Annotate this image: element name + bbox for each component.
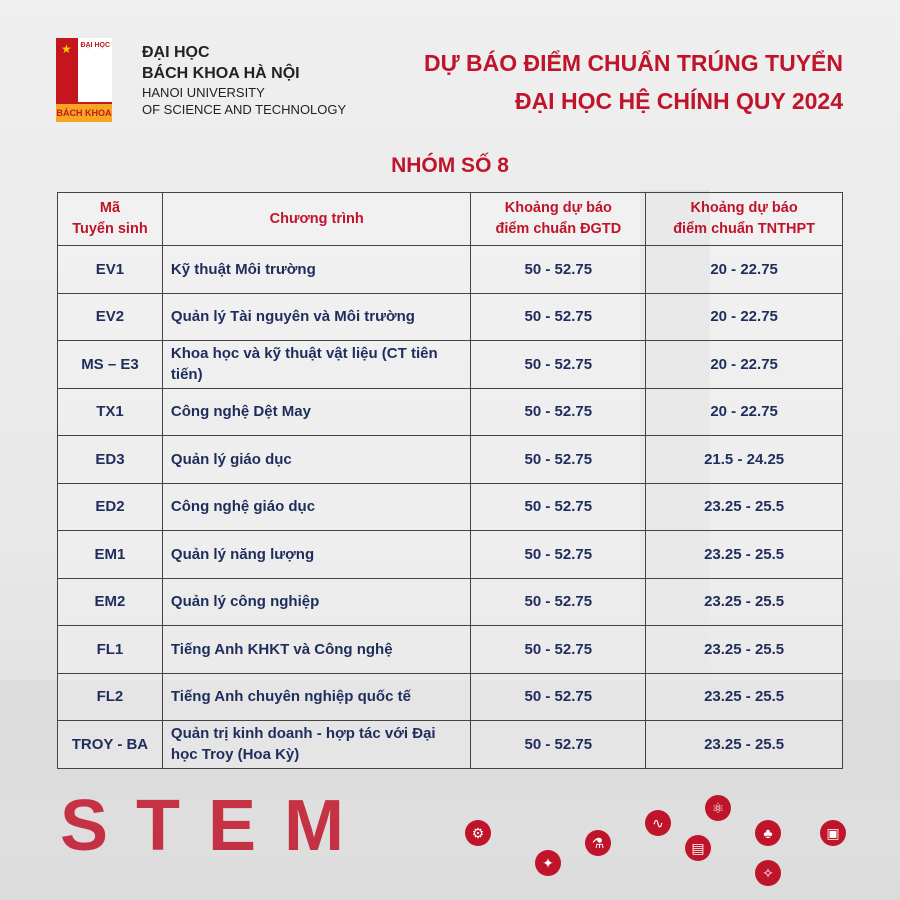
cell-tnthpt: 20 - 22.75: [645, 340, 843, 389]
university-name: ĐẠI HỌC BÁCH KHOA HÀ NỘI HANOI UNIVERSIT…: [142, 42, 346, 118]
plant-icon: ♣: [755, 820, 781, 846]
cell-code: ED3: [57, 435, 163, 484]
logo-bottom-text: BÁCH KHOA: [56, 104, 112, 122]
flask-icon: ⚗: [585, 830, 611, 856]
table-row: TX1 Công nghệ Dệt May 50 - 52.75 20 - 22.75: [57, 387, 843, 436]
cell-program: Quản lý Tài nguyên và Môi trường: [161, 292, 472, 341]
university-name-en-line2: OF SCIENCE AND TECHNOLOGY: [142, 102, 347, 117]
cell-program: Quản lý giáo dục: [161, 435, 472, 484]
page-title: DỰ BÁO ĐIỂM CHUẨN TRÚNG TUYỂN ĐẠI HỌC HỆ…: [424, 44, 843, 120]
cell-dgtd: 50 - 52.75: [470, 245, 647, 294]
cell-program: Kỹ thuật Môi trường: [161, 245, 472, 294]
cell-tnthpt: 20 - 22.75: [645, 292, 843, 341]
table-row: MS – E3 Khoa học và kỹ thuật vật liệu (CT…: [57, 340, 843, 389]
table-row: ED3 Quản lý giáo dục 50 - 52.75 21.5 - 24.2…: [57, 435, 843, 484]
cell-program: Khoa học và kỹ thuật vật liệu (CT tiên t…: [161, 340, 472, 389]
cell-program: Công nghệ Dệt May: [161, 387, 472, 436]
cell-code: EM2: [57, 577, 163, 626]
header-tnthpt: Khoảng dự báo điểm chuẩn TNTHPT: [645, 192, 843, 246]
cell-code: EM1: [57, 530, 163, 579]
table-row: FL2 Tiếng Anh chuyên nghiệp quốc tế 50 - 5…: [57, 672, 843, 721]
table-row: ED2 Công nghệ giáo dục 50 - 52.75 23.25 - 2…: [57, 482, 843, 531]
header-program: Chương trình: [161, 192, 472, 246]
cell-program: Công nghệ giáo dục: [161, 482, 472, 531]
cell-dgtd: 50 - 52.75: [470, 625, 647, 674]
cell-tnthpt: 23.25 - 25.5: [645, 672, 843, 721]
science-icons-network: ⚙ ✦ ⚗ ∿ ⚛ ♣ ▣ ✧ ▤: [455, 790, 855, 890]
university-name-en-line1: HANOI UNIVERSITY: [142, 85, 265, 100]
cell-tnthpt: 20 - 22.75: [645, 245, 843, 294]
header-code: Mã Tuyển sinh: [57, 192, 163, 246]
cell-tnthpt: 23.25 - 25.5: [645, 720, 843, 769]
cell-program: Tiếng Anh KHKT và Công nghệ: [161, 625, 472, 674]
table-row: EV1 Kỹ thuật Môi trường 50 - 52.75 20 - 22.…: [57, 245, 843, 294]
telescope-icon: ✧: [755, 860, 781, 886]
table-header-row: Mã Tuyển sinh Chương trình Khoảng dự báo đ…: [57, 192, 843, 246]
star-icon: ★: [61, 42, 72, 56]
table-row: TROY - BA Quản trị kinh doanh - hợp tác v…: [57, 720, 843, 769]
cell-code: FL1: [57, 625, 163, 674]
cell-program: Quản lý công nghiệp: [161, 577, 472, 626]
cell-dgtd: 50 - 52.75: [470, 435, 647, 484]
group-title: NHÓM SỐ 8: [391, 154, 509, 177]
cell-code: FL2: [57, 672, 163, 721]
cell-program: Tiếng Anh chuyên nghiệp quốc tế: [161, 672, 472, 721]
cell-code: MS – E3: [57, 340, 163, 389]
cell-dgtd: 50 - 52.75: [470, 672, 647, 721]
cell-code: TROY - BA: [57, 720, 163, 769]
table-row: EV2 Quản lý Tài nguyên và Môi trường 50 - …: [57, 292, 843, 341]
cell-tnthpt: 23.25 - 25.5: [645, 625, 843, 674]
cell-tnthpt: 23.25 - 25.5: [645, 482, 843, 531]
cell-dgtd: 50 - 52.75: [470, 577, 647, 626]
logo-top-text: ĐẠI HỌC: [80, 42, 110, 49]
atom-icon: ⚛: [705, 795, 731, 821]
cell-dgtd: 50 - 52.75: [470, 340, 647, 389]
cell-program: Quản lý năng lượng: [161, 530, 472, 579]
university-logo: ★ ĐẠI HỌC BÁCH KHOA: [56, 38, 112, 122]
stem-illustration: STEM: [60, 786, 373, 866]
cell-code: TX1: [57, 387, 163, 436]
cell-code: ED2: [57, 482, 163, 531]
cell-dgtd: 50 - 52.75: [470, 387, 647, 436]
table-row: EM1 Quản lý năng lượng 50 - 52.75 23.25 - 2…: [57, 530, 843, 579]
cell-tnthpt: 23.25 - 25.5: [645, 530, 843, 579]
cell-code: EV1: [57, 245, 163, 294]
cell-tnthpt: 21.5 - 24.25: [645, 435, 843, 484]
table-row: FL1 Tiếng Anh KHKT và Công nghệ 50 - 52.75…: [57, 625, 843, 674]
cell-dgtd: 50 - 52.75: [470, 720, 647, 769]
cell-code: EV2: [57, 292, 163, 341]
header-dgtd: Khoảng dự báo điểm chuẩn ĐGTD: [470, 192, 647, 246]
gear-icon: ⚙: [465, 820, 491, 846]
document-icon: ▤: [685, 835, 711, 861]
title-line2: ĐẠI HỌC HỆ CHÍNH QUY 2024: [514, 88, 843, 114]
university-name-line1: ĐẠI HỌC: [142, 44, 210, 61]
cell-dgtd: 50 - 52.75: [470, 530, 647, 579]
cell-tnthpt: 23.25 - 25.5: [645, 577, 843, 626]
chip-icon: ▣: [820, 820, 846, 846]
cell-program: Quản trị kinh doanh - hợp tác với Đại họ…: [161, 720, 472, 769]
wave-icon: ∿: [645, 810, 671, 836]
university-name-line2: BÁCH KHOA HÀ NỘI: [142, 65, 300, 82]
cell-dgtd: 50 - 52.75: [470, 482, 647, 531]
title-line1: DỰ BÁO ĐIỂM CHUẨN TRÚNG TUYỂN: [423, 50, 843, 76]
score-table: Mã Tuyển sinh Chương trình Khoảng dự báo đ…: [57, 192, 843, 769]
cell-tnthpt: 20 - 22.75: [645, 387, 843, 436]
cell-dgtd: 50 - 52.75: [470, 292, 647, 341]
table-row: EM2 Quản lý công nghiệp 50 - 52.75 23.25 - …: [57, 577, 843, 626]
microscope-icon: ✦: [535, 850, 561, 876]
